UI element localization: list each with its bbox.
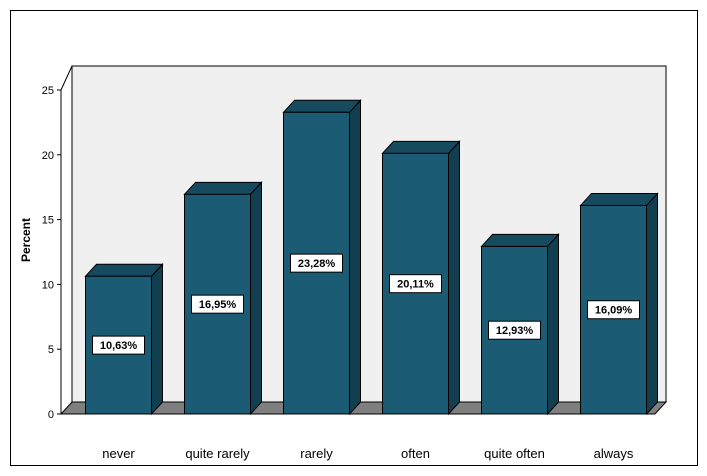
- y-axis-ticks: 0 5 10 15 20 25: [42, 85, 61, 421]
- data-label-text: 16,95%: [199, 299, 237, 311]
- y-tick-label: 0: [48, 409, 54, 421]
- data-label-box: [488, 320, 541, 340]
- bar-top: [480, 233, 560, 247]
- bar-top: [282, 99, 362, 113]
- data-label-box: [290, 253, 343, 273]
- data-label: 16,95%: [191, 294, 244, 314]
- y-axis-depth-line: [60, 65, 73, 91]
- data-label: 12,93%: [488, 320, 541, 340]
- bar-top: [381, 140, 461, 154]
- data-label-box: [92, 335, 145, 355]
- data-label: 23,28%: [290, 253, 343, 273]
- x-category-label: rarely: [300, 446, 333, 461]
- bar-side: [547, 233, 559, 416]
- bar-side: [151, 262, 163, 416]
- data-label: 16,09%: [587, 300, 640, 320]
- bar-top: [579, 192, 659, 206]
- category-labels: never quite rarely rarely often quite often a…: [102, 446, 634, 461]
- data-label-box: [191, 294, 244, 314]
- bar-top: [183, 181, 263, 195]
- y-axis-label: Percent: [19, 218, 33, 262]
- data-label-text: 23,28%: [298, 258, 336, 270]
- bar-side: [349, 99, 361, 416]
- x-category-label: never: [102, 446, 135, 461]
- data-label-box: [587, 300, 640, 320]
- x-category-label: quite rarely: [185, 446, 250, 461]
- y-tick-label: 25: [42, 85, 54, 97]
- bar-side: [646, 192, 658, 416]
- y-tick-label: 15: [42, 215, 54, 227]
- data-label-text: 10,63%: [100, 340, 138, 352]
- data-label: 20,11%: [389, 274, 442, 294]
- bar-side: [448, 140, 460, 416]
- data-label-text: 16,09%: [595, 305, 633, 317]
- y-tick-label: 10: [42, 279, 54, 291]
- bar-side: [250, 181, 262, 416]
- y-tick-label: 20: [42, 150, 54, 162]
- x-category-label: always: [594, 446, 634, 461]
- data-label-text: 20,11%: [397, 279, 434, 291]
- data-label: 10,63%: [92, 335, 145, 355]
- data-label-text: 12,93%: [496, 325, 534, 337]
- y-tick-label: 5: [48, 344, 54, 356]
- bars-group: 10,63% 16,95% 23,28% 20,11% 12,93% 16,09%: [84, 99, 659, 416]
- x-category-label: often: [401, 446, 430, 461]
- x-category-label: quite often: [484, 446, 545, 461]
- data-label-box: [389, 274, 442, 294]
- bar-top: [84, 263, 164, 277]
